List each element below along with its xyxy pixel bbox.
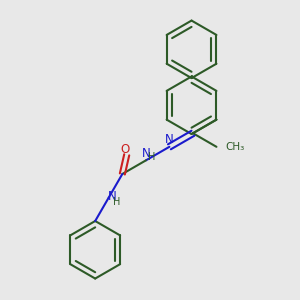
Text: N: N [142, 147, 150, 160]
Text: N: N [165, 133, 174, 146]
Text: H: H [148, 152, 155, 162]
Text: N: N [108, 190, 116, 203]
Text: CH₃: CH₃ [225, 142, 245, 152]
Text: H: H [113, 197, 120, 207]
Text: O: O [121, 142, 130, 155]
